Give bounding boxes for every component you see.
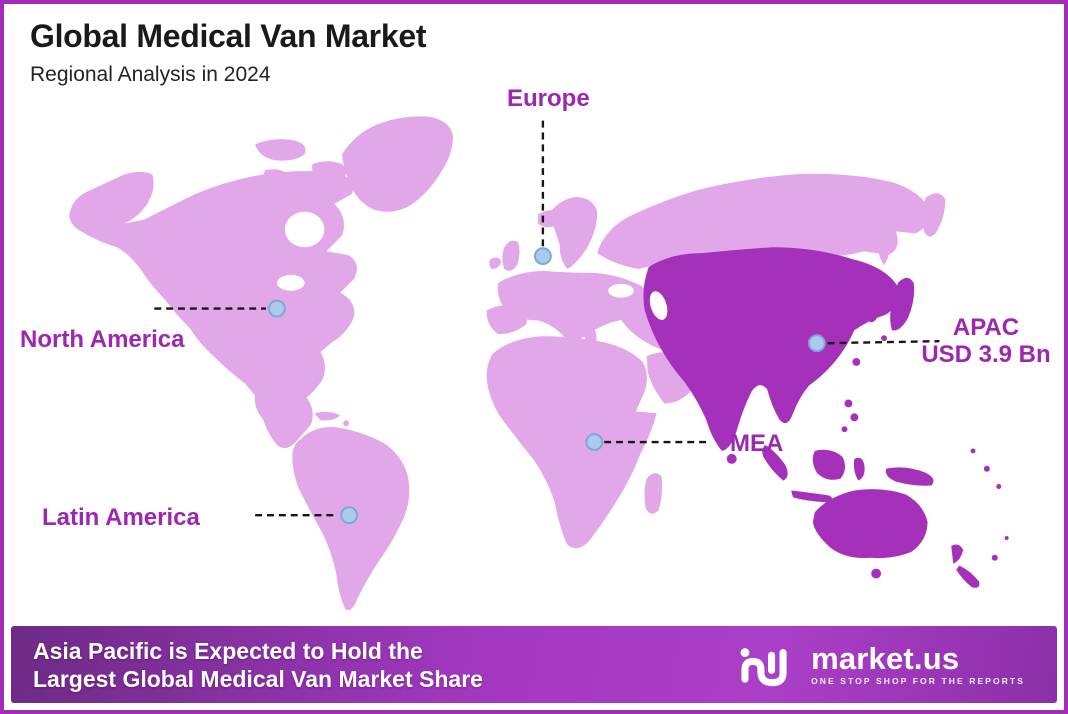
japan	[890, 277, 915, 331]
header: Global Medical Van Market Regional Analy…	[30, 18, 427, 87]
tasmania	[871, 568, 882, 579]
marketus-logo: market.us ONE STOP SHOP FOR THE REPORTS	[737, 641, 1025, 689]
page-title: Global Medical Van Market	[30, 18, 427, 54]
region-label-apac: APAC USD 3.9 Bn	[912, 314, 1060, 368]
madagascar	[644, 473, 663, 514]
scandinavia	[547, 196, 598, 269]
apac-value: USD 3.9 Bn	[921, 341, 1051, 368]
marketus-logo-text-block: market.us ONE STOP SHOP FOR THE REPORTS	[811, 640, 1025, 686]
leader-lines	[154, 120, 940, 517]
continent-greenland	[342, 116, 453, 212]
philippines	[841, 426, 848, 433]
sri-lanka	[726, 453, 737, 464]
korea	[866, 300, 879, 323]
kamchatka	[922, 193, 946, 237]
banner-headline-line1: Asia Pacific is Expected to Hold the	[33, 637, 423, 664]
japan-south-island	[881, 335, 887, 342]
borneo	[812, 449, 846, 480]
marker-north-america	[268, 299, 286, 318]
java	[791, 490, 833, 503]
iberia	[486, 305, 528, 335]
sumatra	[762, 445, 788, 481]
leader-line-apac	[827, 339, 940, 345]
region-markers	[268, 247, 826, 525]
pacific-island	[996, 484, 1002, 490]
new-zealand	[951, 544, 964, 564]
pacific-island	[1004, 535, 1009, 540]
new-zealand	[956, 565, 980, 588]
sakhalin	[878, 232, 890, 266]
page-subtitle: Regional Analysis in 2024	[30, 63, 271, 86]
new-guinea	[885, 467, 934, 486]
caribbean-islands	[314, 411, 341, 421]
marketus-logo-tagline: ONE STOP SHOP FOR THE REPORTS	[811, 675, 1025, 686]
ireland	[489, 257, 502, 269]
marketus-logo-name: market.us	[811, 640, 960, 676]
region-apac-mainland	[643, 247, 899, 451]
map-light-regions	[69, 116, 946, 611]
caspian-sea	[649, 291, 668, 320]
russia-north-asia	[597, 173, 930, 269]
hudson-bay	[284, 211, 325, 248]
pacific-island	[970, 448, 976, 454]
united-kingdom	[502, 240, 520, 271]
pacific-island	[991, 554, 998, 561]
marker-mea	[585, 433, 604, 451]
marketus-logo-mark-icon	[740, 647, 787, 686]
footer-banner: Asia Pacific is Expected to Hold the Lar…	[11, 626, 1057, 703]
region-label-latin-america: Latin America	[42, 504, 200, 531]
apac-label: APAC	[952, 314, 1020, 341]
region-label-mea: MEA	[730, 430, 784, 457]
map-apac-highlight	[643, 247, 1009, 588]
continent-north-america	[69, 171, 357, 449]
region-label-europe: Europe	[507, 85, 590, 112]
caribbean-islands	[343, 420, 350, 427]
great-lakes	[276, 274, 305, 291]
philippines	[850, 413, 859, 422]
black-sea	[608, 283, 634, 298]
australia	[812, 489, 928, 559]
marker-europe	[533, 247, 552, 266]
taiwan	[852, 357, 861, 366]
marker-latin-america	[340, 506, 358, 525]
banner-headline: Asia Pacific is Expected to Hold the Lar…	[11, 637, 483, 693]
pacific-island	[983, 465, 990, 472]
world-map	[69, 116, 1009, 611]
philippines	[844, 399, 853, 408]
continent-africa	[486, 336, 657, 549]
arctic-island	[255, 139, 306, 161]
marker-apac	[807, 334, 826, 353]
region-label-north-america: North America	[20, 326, 185, 353]
banner-headline-line2: Largest Global Medical Van Market Share	[33, 665, 483, 692]
map-seas	[276, 211, 634, 298]
sulawesi	[853, 457, 865, 481]
